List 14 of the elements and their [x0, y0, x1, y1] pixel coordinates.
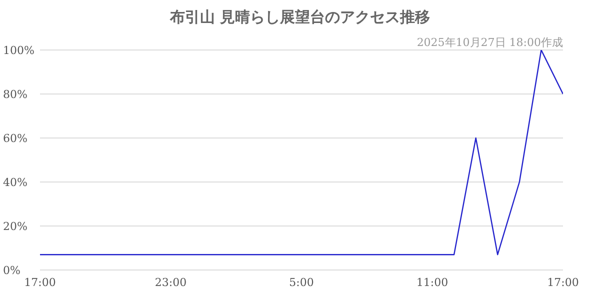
line-series [40, 50, 563, 256]
y-tick-label: 0% [3, 264, 20, 277]
x-tick-label: 17:00 [24, 276, 56, 289]
x-tick-label: 11:00 [416, 276, 448, 289]
x-tick-label: 17:00 [547, 276, 579, 289]
y-tick-label: 100% [3, 44, 34, 57]
y-tick-label: 60% [3, 132, 28, 145]
chart-title: 布引山 見晴らし展望台のアクセス推移 [168, 8, 432, 27]
y-tick-label: 20% [3, 220, 28, 233]
x-tick-label: 23:00 [154, 276, 187, 289]
y-tick-label: 40% [3, 176, 28, 189]
y-tick-label: 80% [3, 88, 28, 101]
x-tick-label: 5:00 [289, 276, 314, 289]
chart-subtitle: 2025年10月27日 18:00作成 [416, 35, 563, 50]
